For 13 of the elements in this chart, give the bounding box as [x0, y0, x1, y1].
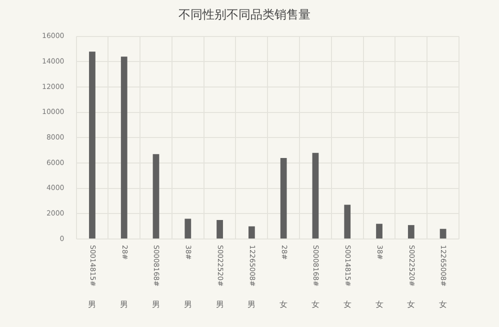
bar — [248, 226, 255, 238]
bar — [280, 158, 287, 238]
bar — [408, 225, 414, 238]
bar — [344, 204, 351, 238]
bar — [440, 228, 446, 238]
bar — [152, 154, 160, 238]
bar — [216, 220, 223, 238]
bar — [312, 152, 319, 238]
chart-title: 不同性别不同品类销售量 — [178, 7, 310, 22]
bar — [120, 56, 128, 238]
bar — [184, 218, 192, 238]
bar — [89, 52, 96, 238]
bar — [376, 224, 382, 238]
